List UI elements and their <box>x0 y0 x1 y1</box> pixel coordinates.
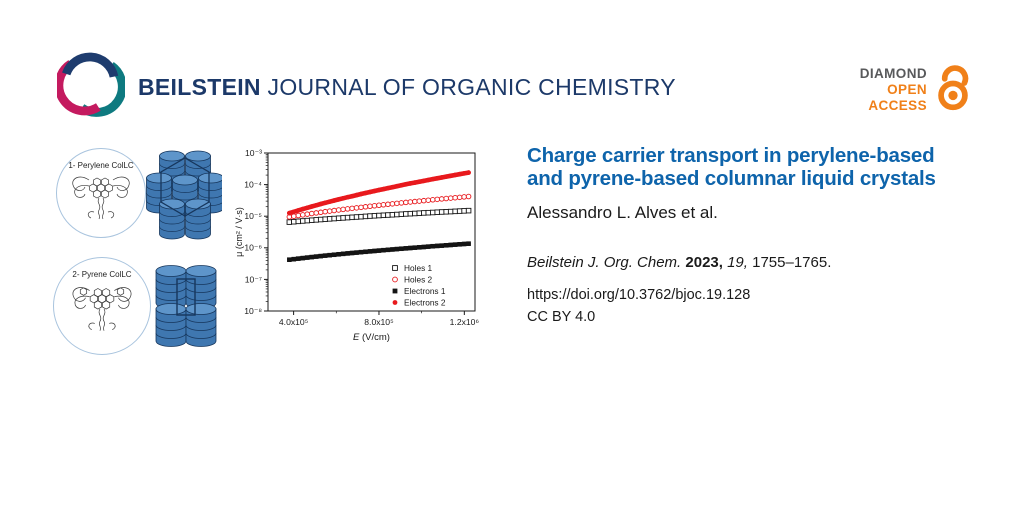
perylene-sample-label: 1- Perylene ColLC <box>68 161 134 170</box>
mobility-chart: 10⁻³ 10⁻⁴ 10⁻⁵ 10⁻⁶ 10⁻⁷ 10⁻⁸ 4.0x10⁵ 8.0x10⁵ 1.… <box>234 148 480 343</box>
perylene-molecule-sketch <box>72 176 130 220</box>
svg-text:E (V/cm): E (V/cm) <box>353 332 390 343</box>
citation-journal: Beilstein J. Org. Chem. <box>527 254 682 271</box>
journal-brand-subtitle: JOURNAL OF ORGANIC CHEMISTRY <box>260 74 676 100</box>
svg-text:8.0x10⁵: 8.0x10⁵ <box>364 317 394 327</box>
license-label: CC BY 4.0 <box>527 309 596 325</box>
svg-text:Electrons 1: Electrons 1 <box>404 286 446 296</box>
article-citation: Beilstein J. Org. Chem. 2023, 19, 1755–1… <box>527 254 831 271</box>
article-title: Charge carrier transport in perylene-bas… <box>527 144 936 191</box>
open-access-badge: DIAMOND OPEN ACCESS <box>860 66 927 114</box>
svg-text:10⁻³: 10⁻³ <box>245 148 262 158</box>
perylene-hexagonal-columns-illustration <box>146 150 222 240</box>
pyrene-sample-circle: 2- Pyrene ColLC <box>53 257 151 355</box>
svg-text:4.0x10⁵: 4.0x10⁵ <box>279 317 309 327</box>
svg-text:1.2x10⁶: 1.2x10⁶ <box>450 317 480 327</box>
svg-text:10⁻⁴: 10⁻⁴ <box>244 180 262 190</box>
svg-text:Electrons 2: Electrons 2 <box>404 298 446 308</box>
badge-access-label: ACCESS <box>868 97 927 113</box>
perylene-sample-circle: 1- Perylene ColLC <box>56 148 146 238</box>
citation-year: 2023, <box>681 254 728 271</box>
journal-brand-name: BEILSTEIN <box>138 74 261 100</box>
open-access-lock-icon <box>938 65 969 111</box>
journal-brand: BEILSTEIN JOURNAL OF ORGANIC CHEMISTRY <box>138 74 676 101</box>
pyrene-sample-label: 2- Pyrene ColLC <box>72 270 132 279</box>
doi-link[interactable]: https://doi.org/10.3762/bjoc.19.128 <box>527 287 751 303</box>
svg-text:10⁻⁷: 10⁻⁷ <box>245 274 262 284</box>
svg-text:10⁻⁶: 10⁻⁶ <box>244 243 262 253</box>
svg-text:10⁻⁵: 10⁻⁵ <box>244 211 262 221</box>
svg-text:Holes 2: Holes 2 <box>404 275 433 285</box>
citation-pages: 1755–1765. <box>752 254 832 271</box>
svg-text:μ (cm² / V·s): μ (cm² / V·s) <box>234 207 244 257</box>
badge-diamond-label: DIAMOND <box>859 66 927 81</box>
pyrene-square-columns-illustration <box>155 265 217 347</box>
svg-text:10⁻⁸: 10⁻⁸ <box>244 306 262 316</box>
svg-text:Holes 1: Holes 1 <box>404 263 433 273</box>
beilstein-logo-swirl-icon <box>57 52 125 117</box>
article-authors: Alessandro L. Alves et al. <box>527 203 718 222</box>
badge-open-label: OPEN <box>887 81 927 97</box>
citation-volume: 19, <box>727 254 753 271</box>
pyrene-molecule-sketch <box>72 287 132 331</box>
